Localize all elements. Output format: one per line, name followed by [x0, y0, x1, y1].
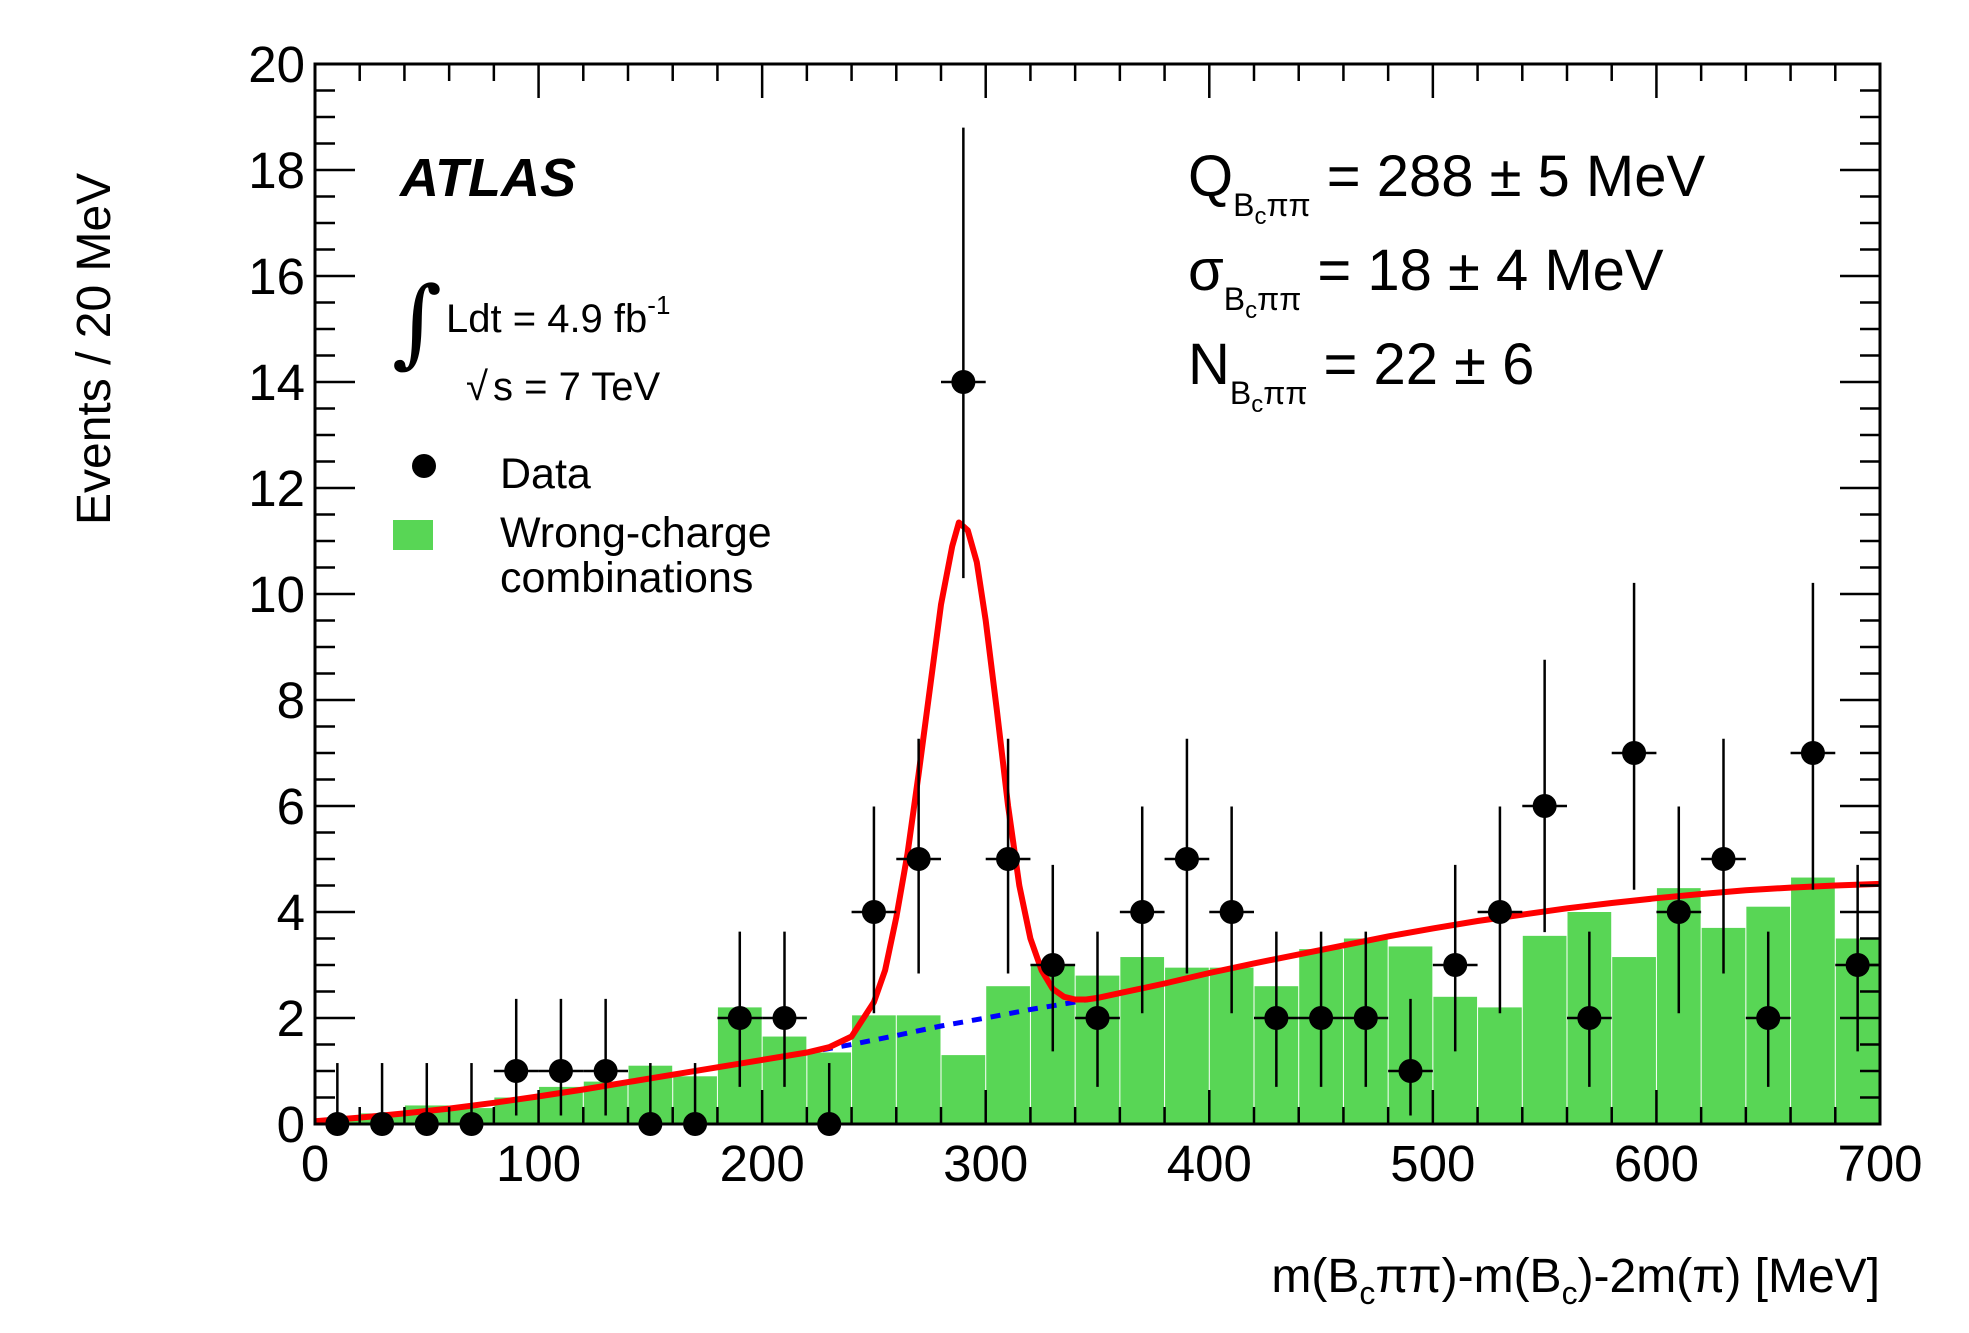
data-point [906, 847, 931, 871]
y-tick-label: 12 [248, 460, 305, 517]
data-point [548, 1059, 573, 1083]
x-axis-title-d: c [1562, 1275, 1578, 1311]
luminosity-value: Ldt = 4.9 fb [446, 297, 647, 341]
data-point [1398, 1059, 1423, 1083]
x-tick-label: 100 [496, 1135, 581, 1192]
sqrt-sign: √ [466, 365, 488, 409]
y-tick-label: 10 [248, 566, 305, 623]
data-points [315, 127, 1880, 1136]
result-q: QBcππ = 288 ± 5 MeV [1188, 144, 1705, 230]
y-tick-label: 4 [277, 884, 305, 941]
x-axis-title-a: m(B [1271, 1250, 1359, 1303]
data-point [1577, 1006, 1602, 1030]
data-point [861, 900, 886, 924]
y-tick-label: 18 [248, 142, 305, 199]
x-axis-title-c: ππ)-m(B [1375, 1250, 1561, 1303]
data-point [1353, 1006, 1378, 1030]
data-point [1174, 847, 1199, 871]
data-point [1622, 741, 1647, 765]
axis-tick-labels: 0 100 200 300 400 500 600 700 0 2 4 6 8 10 12 14 16 18 20 [248, 36, 1922, 1192]
luminosity-text: Ldt = 4.9 fb-1 [446, 290, 670, 341]
data-point [1532, 794, 1557, 818]
data-point [1845, 953, 1870, 977]
result-sigma: σBcππ = 18 ± 4 MeV [1188, 238, 1664, 324]
y-axis-title: Events / 20 MeV [68, 173, 121, 525]
data-point [1800, 741, 1825, 765]
x-tick-label: 200 [720, 1135, 805, 1192]
data-point [1666, 900, 1691, 924]
data-point [727, 1006, 752, 1030]
y-tick-label: 20 [248, 36, 305, 93]
result-n: NBcππ = 22 ± 6 [1188, 332, 1534, 418]
signal-fit-curve [314, 519, 1881, 1125]
data-point [1309, 1006, 1334, 1030]
legend-data-label: Data [500, 450, 591, 498]
legend-wrong-charge-marker [393, 520, 433, 550]
x-tick-label: 300 [943, 1135, 1028, 1192]
histogram-bar [1522, 935, 1567, 1124]
x-axis-title-e: )-2m(π) [MeV] [1578, 1250, 1880, 1303]
data-point [1487, 900, 1512, 924]
y-tick-label: 6 [277, 778, 305, 835]
data-point [504, 1059, 529, 1083]
data-point [1711, 847, 1736, 871]
x-tick-label: 0 [301, 1135, 329, 1192]
y-tick-label: 14 [248, 354, 305, 411]
y-tick-label: 8 [277, 672, 305, 729]
x-axis-title-b: c [1359, 1275, 1375, 1311]
data-point [1219, 900, 1244, 924]
histogram-bar [1791, 877, 1835, 1124]
x-tick-label: 500 [1390, 1135, 1475, 1192]
integral-sign: ∫ [392, 266, 442, 378]
legend-wrong-charge-label-1: Wrong-charge [500, 509, 772, 557]
data-point [951, 370, 976, 394]
x-tick-label: 400 [1167, 1135, 1252, 1192]
x-axis-title: m(Bcππ)-m(Bc)-2m(π) [MeV] [1271, 1250, 1880, 1311]
data-point [1085, 1006, 1110, 1030]
data-point [996, 847, 1021, 871]
histogram-bar [1165, 967, 1209, 1124]
histogram-bar [986, 986, 1030, 1124]
data-point [1756, 1006, 1781, 1030]
legend-data-marker [412, 454, 436, 478]
data-point [593, 1059, 618, 1083]
data-point [1443, 953, 1468, 977]
y-tick-label: 0 [277, 1096, 305, 1153]
data-point [1130, 900, 1155, 924]
data-point [1264, 1006, 1289, 1030]
y-tick-label: 16 [248, 248, 305, 305]
atlas-label: ATLAS [398, 148, 576, 208]
x-tick-label: 600 [1614, 1135, 1699, 1192]
histogram-bar [852, 1015, 896, 1124]
x-tick-label: 700 [1837, 1135, 1922, 1192]
signal-fit-path [314, 519, 1881, 1125]
luminosity-exponent: -1 [647, 290, 670, 320]
histogram-bar [1612, 957, 1656, 1124]
histogram-bar [941, 1055, 986, 1124]
histogram-bar [1478, 1007, 1522, 1124]
axis-ticks [313, 62, 1882, 1126]
data-point [1040, 953, 1065, 977]
legend-wrong-charge-label-2: combinations [500, 554, 753, 602]
y-tick-label: 2 [277, 990, 305, 1047]
energy-text: s = 7 TeV [493, 365, 660, 409]
data-point [772, 1006, 797, 1030]
